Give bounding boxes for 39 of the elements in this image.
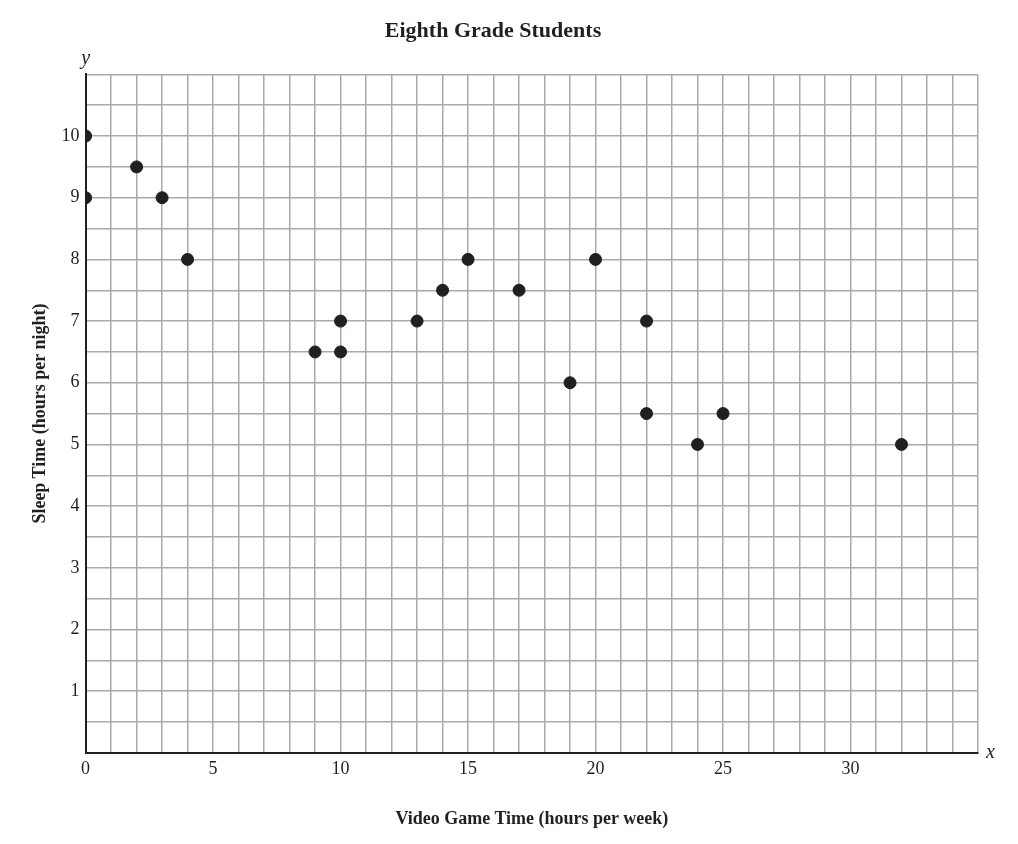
point [334, 345, 348, 359]
text: y [79, 45, 91, 69]
x-tick-label: 30 [841, 758, 860, 779]
x-tick-label: 10 [331, 758, 350, 779]
point [410, 314, 424, 328]
point [130, 160, 144, 174]
y-tick-label: 4 [70, 494, 80, 515]
y-tick-label: 7 [70, 309, 80, 330]
y-tick-label: 3 [70, 556, 80, 577]
text: x [985, 740, 995, 763]
point [181, 252, 195, 266]
x-axis-title: Video Game Time (hours per week) [395, 807, 669, 829]
point [895, 437, 909, 451]
y-tick-label: 9 [70, 186, 80, 207]
point [436, 283, 450, 297]
y-axis-title: Sleep Time (hours per night) [29, 303, 51, 524]
y-tick-label: 5 [70, 433, 80, 454]
y-tick-label: 8 [70, 248, 80, 269]
point [308, 345, 322, 359]
x-tick-label: 15 [459, 758, 478, 779]
x-tick-label: 0 [81, 758, 91, 779]
chart-title: Eighth Grade Students [384, 16, 602, 42]
point [563, 376, 577, 390]
point [461, 252, 475, 266]
x-tick-label: 20 [586, 758, 605, 779]
point [640, 407, 654, 421]
x-tick-label: 25 [714, 758, 733, 779]
point [716, 407, 730, 421]
y-tick-label: 1 [70, 679, 80, 700]
x-tick-label: 5 [208, 758, 218, 779]
point [640, 314, 654, 328]
point [589, 252, 603, 266]
y-tick-label: 6 [70, 371, 80, 392]
point [334, 314, 348, 328]
point [691, 437, 705, 451]
y-tick-label: 10 [61, 124, 80, 145]
y-tick-label: 2 [70, 618, 80, 639]
point [512, 283, 526, 297]
point [155, 191, 169, 205]
